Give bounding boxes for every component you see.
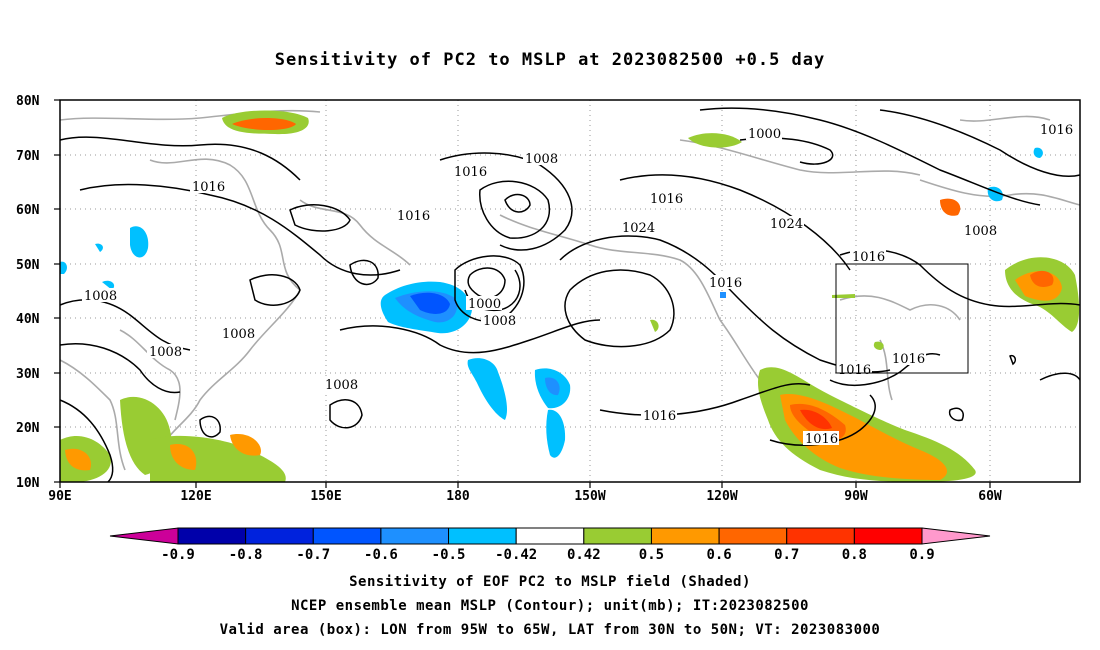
contour-label-1016-j: 1016 (643, 409, 676, 424)
contour-label-1024-b: 1024 (622, 221, 655, 236)
colorbar-label: -0.9 (161, 547, 195, 563)
contour-label-1024-a: 1024 (770, 217, 803, 232)
lat-label-40n: 40N (16, 312, 40, 327)
colorbar-max-arrow (921, 527, 991, 545)
contour-label-1008-a: 1008 (525, 152, 558, 167)
colorbar-label: -0.42 (495, 547, 537, 563)
contour-label-1008-g: 1008 (325, 378, 358, 393)
contour-label-1016-b: 1016 (454, 165, 487, 180)
contour-label-1016-h: 1016 (892, 352, 925, 367)
lon-label-90w: 90W (844, 489, 868, 504)
lat-label-10n: 10N (16, 476, 40, 491)
contour-label-1008-c: 1008 (84, 289, 117, 304)
colorbar-label: 0.7 (774, 547, 799, 563)
contour-label-1016-d: 1016 (650, 192, 683, 207)
axis-ticks (54, 99, 991, 488)
colorbar-swatch (448, 527, 517, 545)
lat-label-60n: 60N (16, 203, 40, 218)
contour-label-1016-a: 1016 (1040, 123, 1073, 138)
colorbar-label: 0.42 (567, 547, 601, 563)
lon-label-150w: 150W (574, 489, 605, 504)
colorbar-label: 0.9 (909, 547, 934, 563)
colorbar: -0.9 -0.8 -0.7 -0.6 -0.5 -0.42 0.42 0.5 0.6 0.7 0.… (109, 527, 991, 563)
lat-label-30n: 30N (16, 367, 40, 382)
lat-label-20n: 20N (16, 421, 40, 436)
lon-label-180: 180 (446, 489, 470, 504)
contour-label-1016-c: 1016 (192, 180, 225, 195)
longitude-labels: 90E 120E 150E 180 150W 120W 90W 60W (48, 489, 1002, 504)
caption-valid-area: Valid area (box): LON from 95W to 65W, L… (219, 622, 881, 638)
contour-label-1016-k: 1016 (805, 432, 838, 447)
latitude-labels: 80N 70N 60N 50N 40N 30N 20N 10N (16, 94, 40, 491)
contour-label-1016-g: 1016 (709, 276, 742, 291)
lat-label-80n: 80N (16, 94, 40, 109)
lon-label-60w: 60W (978, 489, 1002, 504)
lon-label-90e: 90E (48, 489, 71, 504)
lat-label-70n: 70N (16, 149, 40, 164)
colorbar-label: -0.8 (229, 547, 263, 563)
contour-labels: 1000 1016 1008 1016 1016 1016 1016 1024 … (82, 122, 1074, 447)
colorbar-swatch (718, 527, 788, 545)
colorbar-label: 0.8 (842, 547, 867, 563)
contour-label-1016-e: 1016 (397, 209, 430, 224)
colorbar-swatch (515, 527, 585, 545)
lat-label-50n: 50N (16, 258, 40, 273)
colorbar-label: -0.6 (364, 547, 398, 563)
lon-label-120w: 120W (706, 489, 737, 504)
colorbar-min-arrow (109, 527, 179, 545)
caption-contour: NCEP ensemble mean MSLP (Contour); unit(… (291, 598, 809, 614)
lon-label-120e: 120E (180, 489, 211, 504)
contour-label-1000-b: 1000 (468, 297, 501, 312)
colorbar-swatch (786, 527, 855, 545)
contour-label-1016-i: 1016 (838, 363, 871, 378)
valid-area-box (835, 263, 969, 374)
contour-label-1008-d: 1008 (483, 314, 516, 329)
colorbar-label: -0.7 (296, 547, 330, 563)
colorbar-swatch (583, 527, 652, 545)
colorbar-label: -0.5 (432, 547, 466, 563)
colorbar-swatch (853, 527, 923, 545)
caption-shading: Sensitivity of EOF PC2 to MSLP field (Sh… (349, 574, 751, 590)
colorbar-swatch (245, 527, 314, 545)
map-frame (59, 99, 1081, 483)
contour-label-1008-f: 1008 (149, 345, 182, 360)
lon-label-150e: 150E (310, 489, 341, 504)
contour-label-1016-f: 1016 (852, 250, 885, 265)
colorbar-swatch (177, 527, 247, 545)
colorbar-swatch (380, 527, 450, 545)
colorbar-swatch (650, 527, 720, 545)
colorbar-label: 0.5 (639, 547, 664, 563)
colorbar-swatch (312, 527, 382, 545)
contour-label-1000-a: 1000 (748, 127, 781, 142)
colorbar-label: 0.6 (706, 547, 731, 563)
map-title: Sensitivity of PC2 to MSLP at 2023082500… (274, 50, 826, 70)
contour-label-1008-e: 1008 (222, 327, 255, 342)
contour-label-1008-b: 1008 (964, 224, 997, 239)
